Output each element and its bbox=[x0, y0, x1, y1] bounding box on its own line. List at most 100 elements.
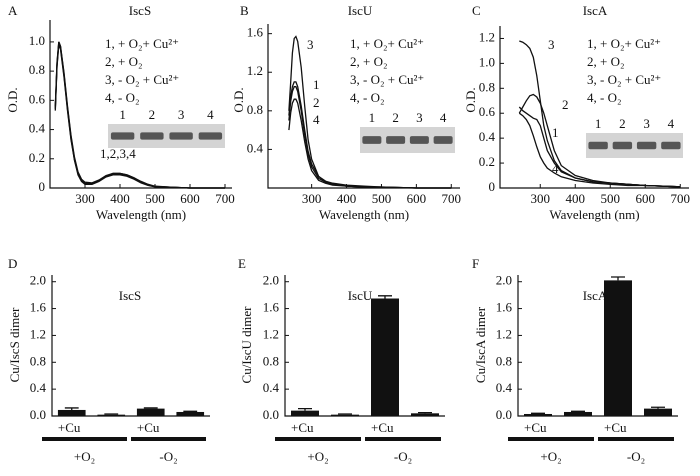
y-tick-label: 0.0 bbox=[496, 407, 512, 422]
group-label: +O₂ bbox=[74, 449, 95, 464]
y-tick-label: 0.4 bbox=[496, 380, 513, 395]
y-tick-label: 1.6 bbox=[30, 300, 47, 315]
legend-text: 3, - O₂ + Cu²⁺ bbox=[105, 72, 179, 87]
panel-letter: E bbox=[238, 256, 246, 271]
y-axis-label: O.D. bbox=[231, 87, 246, 112]
y-tick-label: 1.2 bbox=[479, 29, 495, 44]
gel-band bbox=[198, 132, 223, 140]
y-tick-label: 0.8 bbox=[247, 102, 263, 117]
y-tick-label: 2.0 bbox=[263, 273, 279, 288]
y-tick-label: 0.2 bbox=[29, 150, 45, 165]
legend-text: 2, + O₂ bbox=[587, 54, 625, 69]
legend-text: 4, - O₂ bbox=[587, 90, 622, 105]
y-axis-label: O.D. bbox=[5, 87, 20, 112]
series-label: 1 bbox=[313, 77, 320, 92]
bar bbox=[97, 414, 126, 416]
bar bbox=[564, 411, 592, 416]
gel-band bbox=[140, 132, 164, 140]
x-tick-label: 700 bbox=[671, 191, 691, 206]
bar bbox=[644, 408, 672, 416]
error-bar bbox=[571, 410, 585, 412]
y-tick-label: 0.6 bbox=[29, 91, 46, 106]
panel-title: IscA bbox=[583, 288, 608, 303]
group-label: -O₂ bbox=[159, 449, 177, 464]
bar bbox=[524, 413, 552, 416]
error-bar bbox=[64, 407, 79, 410]
y-tick-label: 0.8 bbox=[29, 62, 45, 77]
group-label: +O₂ bbox=[307, 449, 328, 464]
panel-title: IscA bbox=[583, 3, 608, 18]
group-label: -O₂ bbox=[394, 449, 412, 464]
legend-text: 1, + O₂+ Cu²⁺ bbox=[587, 36, 661, 51]
bar bbox=[411, 413, 439, 416]
bar bbox=[291, 410, 319, 416]
gel-band bbox=[612, 141, 633, 150]
y-tick-label: 2.0 bbox=[496, 273, 512, 288]
x-tick-label: 500 bbox=[601, 191, 621, 206]
spectrum-line bbox=[518, 112, 681, 188]
x-axis-label: Wavelength (nm) bbox=[319, 207, 409, 222]
x-tick-label: 400 bbox=[337, 191, 357, 206]
y-tick-label: 0.4 bbox=[263, 380, 280, 395]
series-label: 3 bbox=[548, 37, 555, 52]
x-tick-label: +Cu bbox=[291, 420, 314, 435]
gel-band bbox=[110, 132, 135, 140]
x-tick-label: 600 bbox=[636, 191, 656, 206]
gel-band bbox=[386, 136, 406, 144]
lane-label: 3 bbox=[178, 107, 185, 122]
legend-text: 2, + O₂ bbox=[105, 54, 143, 69]
panel-letter: F bbox=[472, 256, 479, 271]
spectrum-line bbox=[54, 44, 225, 189]
error-bar bbox=[611, 276, 625, 281]
curve-label: 1,2,3,4 bbox=[100, 146, 136, 161]
y-tick-label: 0.4 bbox=[29, 121, 46, 136]
x-axis-label: Wavelength (nm) bbox=[549, 207, 639, 222]
legend-text: 1, + O₂+ Cu²⁺ bbox=[350, 36, 424, 51]
y-axis-label: Cu/IscU dimer bbox=[239, 306, 254, 384]
y-tick-label: 0.0 bbox=[263, 407, 279, 422]
y-tick-label: 0.8 bbox=[496, 353, 512, 368]
y-tick-label: 0.4 bbox=[247, 140, 264, 155]
gel-band bbox=[433, 136, 453, 144]
error-bar bbox=[378, 295, 392, 299]
panel-title: IscS bbox=[129, 3, 151, 18]
panel-title: IscS bbox=[119, 288, 141, 303]
y-tick-label: 1.2 bbox=[263, 326, 279, 341]
group-label: -O₂ bbox=[627, 449, 645, 464]
x-tick-label: 500 bbox=[372, 191, 392, 206]
gel-band bbox=[362, 136, 382, 144]
series-label: 4 bbox=[552, 161, 559, 176]
spectrum-line bbox=[288, 98, 452, 189]
lane-label: 4 bbox=[440, 110, 447, 125]
series-label: 4 bbox=[313, 112, 320, 127]
bar bbox=[136, 408, 165, 416]
y-tick-label: 2.0 bbox=[30, 273, 46, 288]
x-tick-label: 300 bbox=[531, 191, 551, 206]
y-tick-label: 0.6 bbox=[479, 104, 496, 119]
lane-label: 2 bbox=[619, 116, 626, 131]
gel-band bbox=[661, 141, 681, 150]
lane-label: 2 bbox=[392, 110, 399, 125]
x-tick-label: 600 bbox=[180, 191, 200, 206]
legend-text: 2, + O₂ bbox=[350, 54, 388, 69]
series-label: 3 bbox=[307, 37, 314, 52]
series-label: 1 bbox=[552, 125, 559, 140]
y-tick-label: 0.4 bbox=[30, 380, 47, 395]
y-tick-label: 0.8 bbox=[263, 353, 279, 368]
x-tick-label: 600 bbox=[407, 191, 427, 206]
y-tick-label: 1.0 bbox=[29, 33, 45, 48]
y-tick-label: 1.6 bbox=[247, 25, 264, 40]
y-tick-label: 0 bbox=[39, 179, 46, 194]
y-tick-label: 0.2 bbox=[479, 154, 495, 169]
legend-text: 3, - O₂ + Cu²⁺ bbox=[350, 72, 424, 87]
spectrum-line bbox=[288, 81, 452, 189]
gel-band bbox=[636, 141, 657, 150]
legend-text: 1, + O₂+ Cu²⁺ bbox=[105, 36, 179, 51]
series-label: 2 bbox=[313, 95, 320, 110]
lane-label: 4 bbox=[207, 107, 214, 122]
error-bar bbox=[338, 413, 352, 415]
group-label: +O₂ bbox=[540, 449, 561, 464]
x-tick-label: +Cu bbox=[137, 420, 160, 435]
